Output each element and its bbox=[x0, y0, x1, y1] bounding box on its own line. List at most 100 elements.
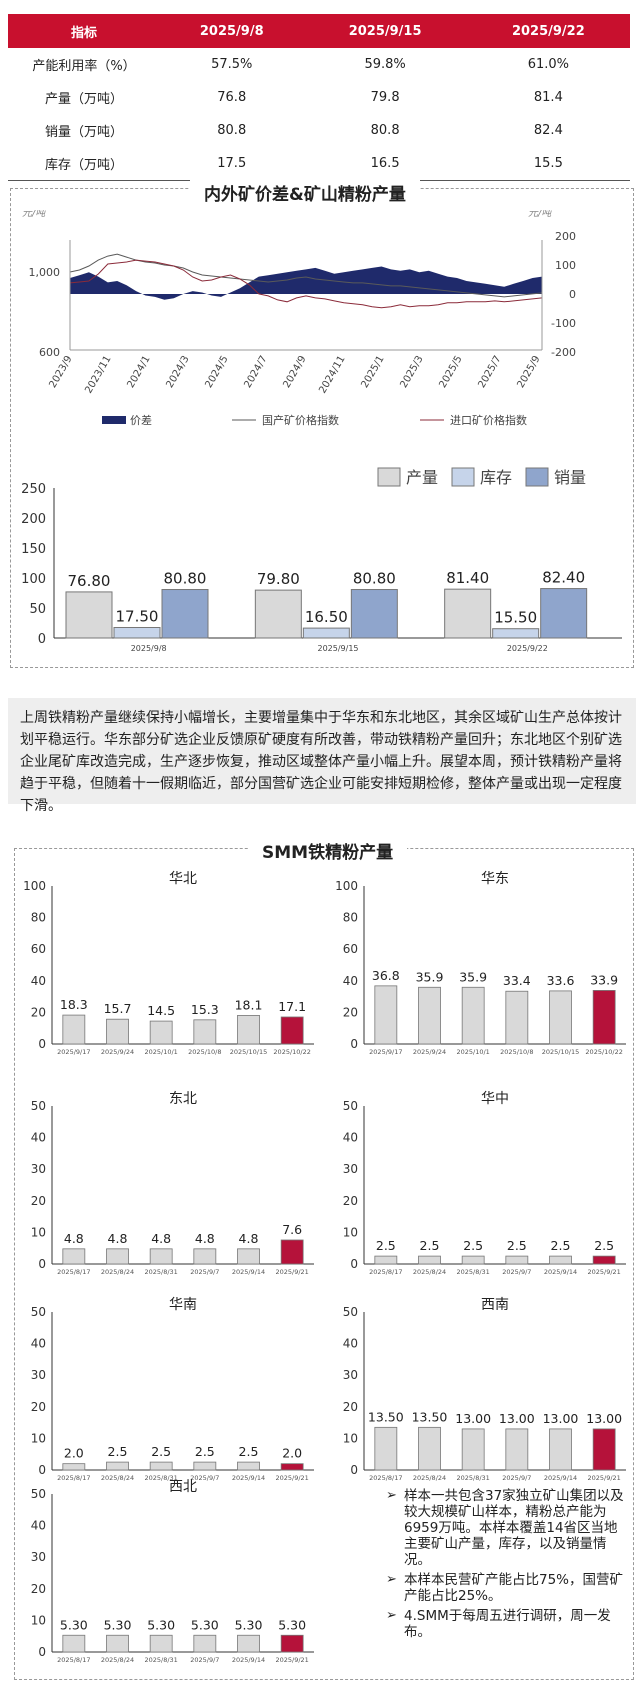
table-cell: 76.8 bbox=[217, 90, 247, 105]
data-label: 13.00 bbox=[499, 1411, 535, 1426]
region-chart-huabei: 华北 0 20 40 60 80 100 18.3 2025/9/17 15.7 2025/9/24… bbox=[23, 871, 314, 1056]
table-row: 销量（万吨） 80.8 80.8 82.4 bbox=[8, 114, 630, 147]
region-chart-dongbei: 东北 0 10 20 30 40 50 4.8 2025/8/17 4.8 2025/8/24 4.8… bbox=[31, 1091, 314, 1276]
data-label: 4.8 bbox=[239, 1231, 259, 1246]
x-tick-label: 2024/7 bbox=[242, 354, 269, 390]
y-tick-label: 100 bbox=[335, 879, 358, 893]
data-label: 79.80 bbox=[257, 570, 300, 588]
data-label: 13.50 bbox=[368, 1409, 404, 1424]
bar bbox=[280, 1016, 304, 1045]
y-tick-label: 100 bbox=[21, 572, 46, 587]
data-label: 4.8 bbox=[151, 1231, 171, 1246]
sample-notes: 样本一共包含37家独立矿山集团以及较大规模矿山样本，精粉总产能为6959万吨。本… bbox=[386, 1488, 624, 1644]
x-tick-label: 2025/9/7 bbox=[502, 1474, 531, 1482]
bar bbox=[461, 1428, 485, 1471]
table-cell: 库存（万吨） bbox=[8, 147, 160, 181]
x-tick-label: 2024/5 bbox=[203, 354, 230, 390]
bar bbox=[161, 589, 209, 639]
y-tick-label: 20 bbox=[343, 1194, 358, 1208]
y-tick-label: 10 bbox=[31, 1431, 46, 1445]
y-tick-label: 20 bbox=[31, 1194, 46, 1208]
x-tick-label: 2025/7 bbox=[476, 354, 503, 390]
x-tick-label: 2025/9/21 bbox=[275, 1656, 308, 1664]
y-tick-label-right: 0 bbox=[569, 288, 576, 301]
y-tick-label: 50 bbox=[343, 1099, 358, 1113]
x-tick-label: 2025/8/31 bbox=[456, 1268, 489, 1276]
legend-label: 销量 bbox=[554, 468, 586, 487]
legend-label: 进口矿价格指数 bbox=[450, 413, 527, 427]
y-tick-label: 40 bbox=[343, 974, 358, 988]
y-tick-label: 50 bbox=[31, 1487, 46, 1501]
y-tick-label-right: -200 bbox=[551, 346, 576, 359]
data-label: 33.4 bbox=[503, 973, 531, 988]
y-tick-label: 40 bbox=[343, 1131, 358, 1145]
bar bbox=[549, 1255, 572, 1265]
y-tick-label: 10 bbox=[31, 1613, 46, 1627]
y-axis-unit-right: 元/吨 bbox=[528, 210, 553, 219]
data-label: 80.80 bbox=[353, 570, 396, 588]
legend-swatch bbox=[525, 467, 549, 487]
y-tick-label: 20 bbox=[31, 1582, 46, 1596]
data-label: 2.0 bbox=[64, 1446, 84, 1461]
bar bbox=[62, 1463, 86, 1471]
y-tick-label: 0 bbox=[38, 1645, 46, 1659]
y-tick-label: 40 bbox=[31, 974, 46, 988]
table-row: 库存（万吨） 17.5 16.5 15.5 bbox=[8, 147, 630, 181]
x-tick-label: 2025/9/14 bbox=[544, 1268, 577, 1276]
bar bbox=[62, 1634, 86, 1653]
x-tick-label: 2025/9/14 bbox=[544, 1474, 577, 1482]
data-label: 2.5 bbox=[376, 1238, 396, 1253]
x-tick-label: 2024/1 bbox=[125, 354, 152, 390]
bar bbox=[549, 1428, 572, 1471]
legend-label: 价差 bbox=[130, 413, 152, 427]
y-tick-label: 0 bbox=[38, 632, 46, 647]
data-label: 5.30 bbox=[104, 1617, 132, 1632]
data-label: 2.5 bbox=[195, 1444, 215, 1459]
x-tick-label: 2025/9/24 bbox=[413, 1048, 446, 1056]
y-tick-label: 60 bbox=[343, 942, 358, 956]
legend-swatch-spread bbox=[102, 416, 126, 424]
data-label: 2.5 bbox=[151, 1444, 171, 1459]
x-tick-label: 2025/10/8 bbox=[500, 1048, 533, 1056]
x-tick-label: 2025/8/17 bbox=[57, 1268, 90, 1276]
y-tick-label: 0 bbox=[350, 1037, 358, 1051]
bar bbox=[149, 1248, 173, 1265]
y-tick-label: 40 bbox=[31, 1131, 46, 1145]
data-label: 2.5 bbox=[420, 1238, 440, 1253]
bar bbox=[350, 589, 398, 639]
table-cell: 82.4 bbox=[533, 123, 563, 138]
bar bbox=[505, 990, 529, 1045]
bar bbox=[592, 1428, 616, 1471]
data-label: 2.5 bbox=[463, 1238, 483, 1253]
data-label: 2.5 bbox=[507, 1238, 527, 1253]
chart-title: 西南 bbox=[481, 1297, 509, 1313]
table-cell: 产量（万吨） bbox=[44, 92, 123, 107]
data-label: 33.6 bbox=[547, 973, 575, 988]
smm-section-title: SMM铁精粉产量 bbox=[248, 838, 408, 863]
y-tick-label: 0 bbox=[38, 1037, 46, 1051]
y-tick-label: 10 bbox=[343, 1225, 358, 1239]
data-label: 17.1 bbox=[278, 999, 306, 1014]
bar bbox=[374, 985, 398, 1045]
x-tick-label: 2025/10/22 bbox=[585, 1048, 622, 1056]
bar bbox=[149, 1020, 173, 1045]
y-tick-label: 0 bbox=[350, 1463, 358, 1477]
table-row: 产量（万吨） 76.8 79.8 81.4 bbox=[8, 81, 630, 114]
chart-title: 华中 bbox=[481, 1091, 509, 1107]
x-tick-label: 2025/8/24 bbox=[101, 1268, 134, 1276]
x-tick-label: 2025/8/17 bbox=[369, 1268, 402, 1276]
bar bbox=[461, 1255, 485, 1265]
data-label: 35.9 bbox=[416, 969, 444, 984]
y-tick-label: 40 bbox=[343, 1337, 358, 1351]
data-label: 2.5 bbox=[551, 1238, 571, 1253]
legend-swatch bbox=[451, 467, 475, 487]
x-tick-label: 2025/9/14 bbox=[232, 1474, 265, 1482]
data-label: 15.50 bbox=[494, 609, 537, 627]
data-label: 82.40 bbox=[542, 569, 585, 587]
price-spread-chart: 元/吨 元/吨 1,000 600 200 100 0 -100 -200 2023/9 2023/… bbox=[22, 210, 576, 427]
data-label: 36.8 bbox=[372, 968, 400, 983]
x-tick-label: 2025/9/7 bbox=[190, 1268, 219, 1276]
y-tick-label: 0 bbox=[350, 1257, 358, 1271]
chart-title: 东北 bbox=[169, 1091, 197, 1107]
table-header-cell: 指标 bbox=[8, 14, 160, 48]
